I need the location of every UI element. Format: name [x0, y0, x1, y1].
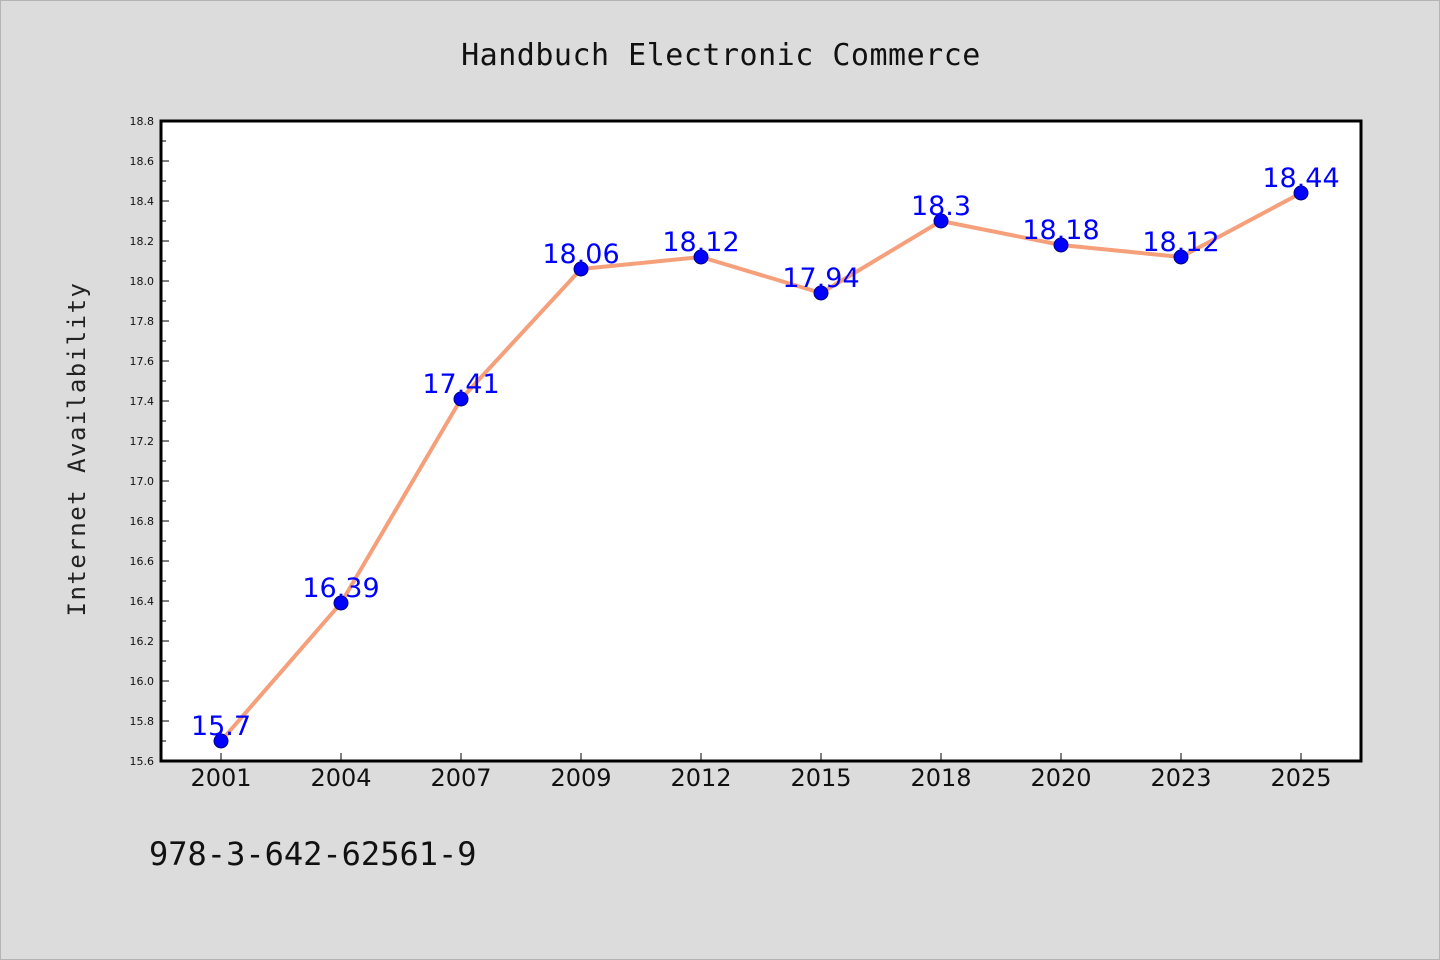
y-tick-label: 17.0 — [130, 475, 155, 488]
x-tick-label: 2004 — [310, 764, 371, 792]
y-tick-label: 18.0 — [130, 275, 155, 288]
data-label: 18.3 — [911, 191, 971, 222]
x-tick-label: 2015 — [790, 764, 851, 792]
data-label: 17.41 — [422, 369, 499, 400]
plot-area — [159, 119, 1363, 763]
x-tick-label: 2018 — [910, 764, 971, 792]
data-point — [573, 261, 589, 277]
x-tick-label: 2007 — [430, 764, 491, 792]
y-tick-label: 17.4 — [130, 395, 155, 408]
x-tick-label: 2001 — [190, 764, 251, 792]
data-label: 15.7 — [191, 711, 251, 742]
y-tick-label: 18.4 — [130, 195, 155, 208]
y-tick-label: 18.8 — [130, 115, 155, 128]
data-point — [333, 595, 349, 611]
y-tick-label: 17.6 — [130, 355, 155, 368]
chart-title: Handbuch Electronic Commerce — [461, 38, 981, 73]
x-tick-label: 2023 — [1150, 764, 1211, 792]
y-tick-label: 15.8 — [130, 715, 155, 728]
y-axis: 15.6 15.8 16.0 16.2 16.4 16.6 16.8 17.0 17.2 17.4… — [130, 115, 169, 768]
y-tick-label: 15.6 — [130, 755, 155, 768]
y-tick-label: 16.2 — [130, 635, 155, 648]
data-label: 18.12 — [662, 227, 739, 258]
y-tick-label: 16.4 — [130, 595, 155, 608]
data-point — [933, 213, 949, 229]
data-label: 18.12 — [1142, 227, 1219, 258]
data-point — [1053, 237, 1069, 253]
data-point — [1173, 249, 1189, 265]
x-tick-label: 2020 — [1030, 764, 1091, 792]
y-tick-label: 16.8 — [130, 515, 155, 528]
data-labels: 15.7 16.39 17.41 18.06 18.12 17.94 18.3 18.18 18… — [191, 163, 1340, 742]
series-line — [219, 191, 1303, 743]
y-tick-label: 16.6 — [130, 555, 155, 568]
data-point — [453, 391, 469, 407]
data-label: 18.18 — [1022, 215, 1099, 246]
data-label: 18.06 — [542, 239, 619, 270]
x-tick-label: 2025 — [1270, 764, 1331, 792]
y-axis-label: Internet Availability — [63, 282, 91, 617]
y-tick-label: 16.0 — [130, 675, 155, 688]
y-tick-label: 18.2 — [130, 235, 155, 248]
data-point — [813, 285, 829, 301]
data-label: 17.94 — [782, 263, 859, 294]
y-tick-label: 17.8 — [130, 315, 155, 328]
footer-code: 978-3-642-62561-9 — [149, 835, 477, 873]
data-point — [1293, 185, 1309, 201]
data-label: 18.44 — [1262, 163, 1339, 194]
data-label: 16.39 — [302, 573, 379, 604]
data-point — [213, 733, 229, 749]
y-tick-label: 17.2 — [130, 435, 155, 448]
y-tick-label: 18.6 — [130, 155, 155, 168]
x-tick-label: 2009 — [550, 764, 611, 792]
data-series — [213, 185, 1309, 749]
x-tick-label: 2012 — [670, 764, 731, 792]
data-point — [693, 249, 709, 265]
x-axis: 2001 2004 2007 2009 2012 2015 2018 2020 2023 2025 — [190, 753, 1332, 792]
